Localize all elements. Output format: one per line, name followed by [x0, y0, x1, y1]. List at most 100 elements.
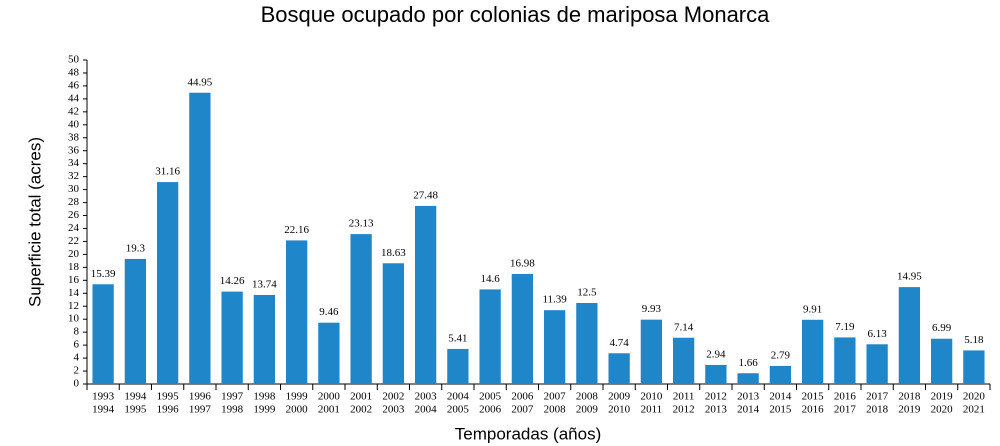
data-label: 14.6: [481, 273, 501, 285]
data-label: 7.19: [835, 321, 855, 333]
x-tick-label-line: 2017: [834, 404, 857, 416]
bar: [350, 234, 372, 384]
y-tick-label: 32: [68, 170, 79, 182]
y-tick-label: 34: [68, 157, 80, 169]
bar: [253, 294, 276, 384]
bar: [898, 287, 921, 384]
x-tick-label-line: 2012: [705, 391, 727, 403]
data-label: 6.99: [932, 322, 952, 334]
bar: [221, 291, 243, 384]
y-tick-label: 18: [68, 261, 80, 273]
y-tick-label: 8: [74, 326, 80, 338]
x-tick-label-line: 2000: [318, 391, 341, 403]
x-tick-label-line: 1993: [92, 391, 115, 403]
y-tick-label: 42: [68, 105, 79, 117]
y-tick-label: 50: [68, 54, 80, 66]
data-label: 7.14: [674, 321, 694, 333]
bar: [705, 364, 727, 384]
x-tick-label-line: 1995: [124, 404, 147, 416]
bar: [124, 258, 147, 384]
y-tick-label: 2: [74, 365, 80, 377]
y-tick-label: 44: [68, 92, 80, 104]
x-tick-label-line: 1995: [157, 391, 180, 403]
x-tick-label-line: 1998: [253, 391, 276, 403]
x-tick-label-line: 2010: [640, 391, 663, 403]
x-tick-label-line: 2011: [673, 391, 695, 403]
bar: [511, 273, 534, 384]
x-tick-label-line: 2020: [931, 404, 954, 416]
bar: [576, 303, 598, 384]
y-tick-label: 12: [68, 300, 79, 312]
data-label: 19.3: [126, 242, 146, 254]
bar: [834, 337, 856, 384]
y-axis-label: Superficie total (acres): [25, 137, 44, 307]
data-label: 5.41: [448, 332, 467, 344]
bar: [189, 92, 211, 384]
data-label: 44.95: [188, 76, 213, 88]
bar: [608, 353, 630, 384]
data-label: 2.79: [771, 349, 791, 361]
bar: [963, 350, 985, 384]
bar: [543, 310, 566, 384]
x-tick-label-line: 2018: [898, 391, 921, 403]
x-tick-label-line: 2008: [576, 391, 599, 403]
x-tick-label-line: 2013: [705, 404, 728, 416]
data-label: 1.66: [739, 357, 759, 369]
y-tick-label: 16: [68, 274, 80, 286]
x-tick-label-line: 2004: [447, 391, 470, 403]
y-tick-label: 28: [68, 196, 80, 208]
data-label: 22.16: [284, 224, 309, 236]
x-tick-label-line: 2000: [286, 404, 309, 416]
bar: [801, 319, 824, 384]
x-tick-label-line: 1994: [124, 391, 147, 403]
data-label: 4.74: [610, 337, 630, 349]
y-tick-label: 46: [68, 79, 80, 91]
x-axis-label: Temporadas (años): [455, 424, 601, 443]
data-label: 13.74: [252, 278, 277, 290]
x-tick-label-line: 2006: [511, 391, 534, 403]
y-tick-label: 38: [68, 131, 80, 143]
y-tick-label: 6: [74, 339, 80, 351]
x-tick-label-line: 2014: [769, 391, 792, 403]
x-tick-label-line: 1998: [221, 404, 244, 416]
data-label: 31.16: [155, 166, 180, 178]
x-tick-label-line: 2016: [834, 391, 857, 403]
x-tick-label-line: 2009: [608, 391, 631, 403]
data-label: 18.63: [381, 247, 406, 259]
x-tick-label-line: 2019: [931, 391, 954, 403]
x-tick-label-line: 1994: [92, 404, 115, 416]
x-tick-label-line: 2016: [802, 404, 825, 416]
data-label: 6.13: [868, 328, 888, 340]
x-tick-label-line: 2001: [318, 404, 340, 416]
bar: [156, 182, 179, 384]
data-label: 9.46: [319, 306, 339, 318]
x-tick-label-line: 2006: [479, 404, 502, 416]
y-tick-label: 48: [68, 66, 80, 78]
x-tick-label-line: 2010: [608, 404, 631, 416]
bar: [930, 338, 953, 384]
data-label: 16.98: [510, 258, 535, 270]
bar: [769, 365, 792, 384]
x-tick-label-line: 2020: [963, 391, 986, 403]
x-tick-label-line: 2013: [737, 391, 760, 403]
x-tick-label-line: 1997: [221, 391, 244, 403]
y-tick-label: 14: [68, 287, 80, 299]
bar: [414, 205, 437, 384]
data-label: 15.39: [91, 268, 116, 280]
